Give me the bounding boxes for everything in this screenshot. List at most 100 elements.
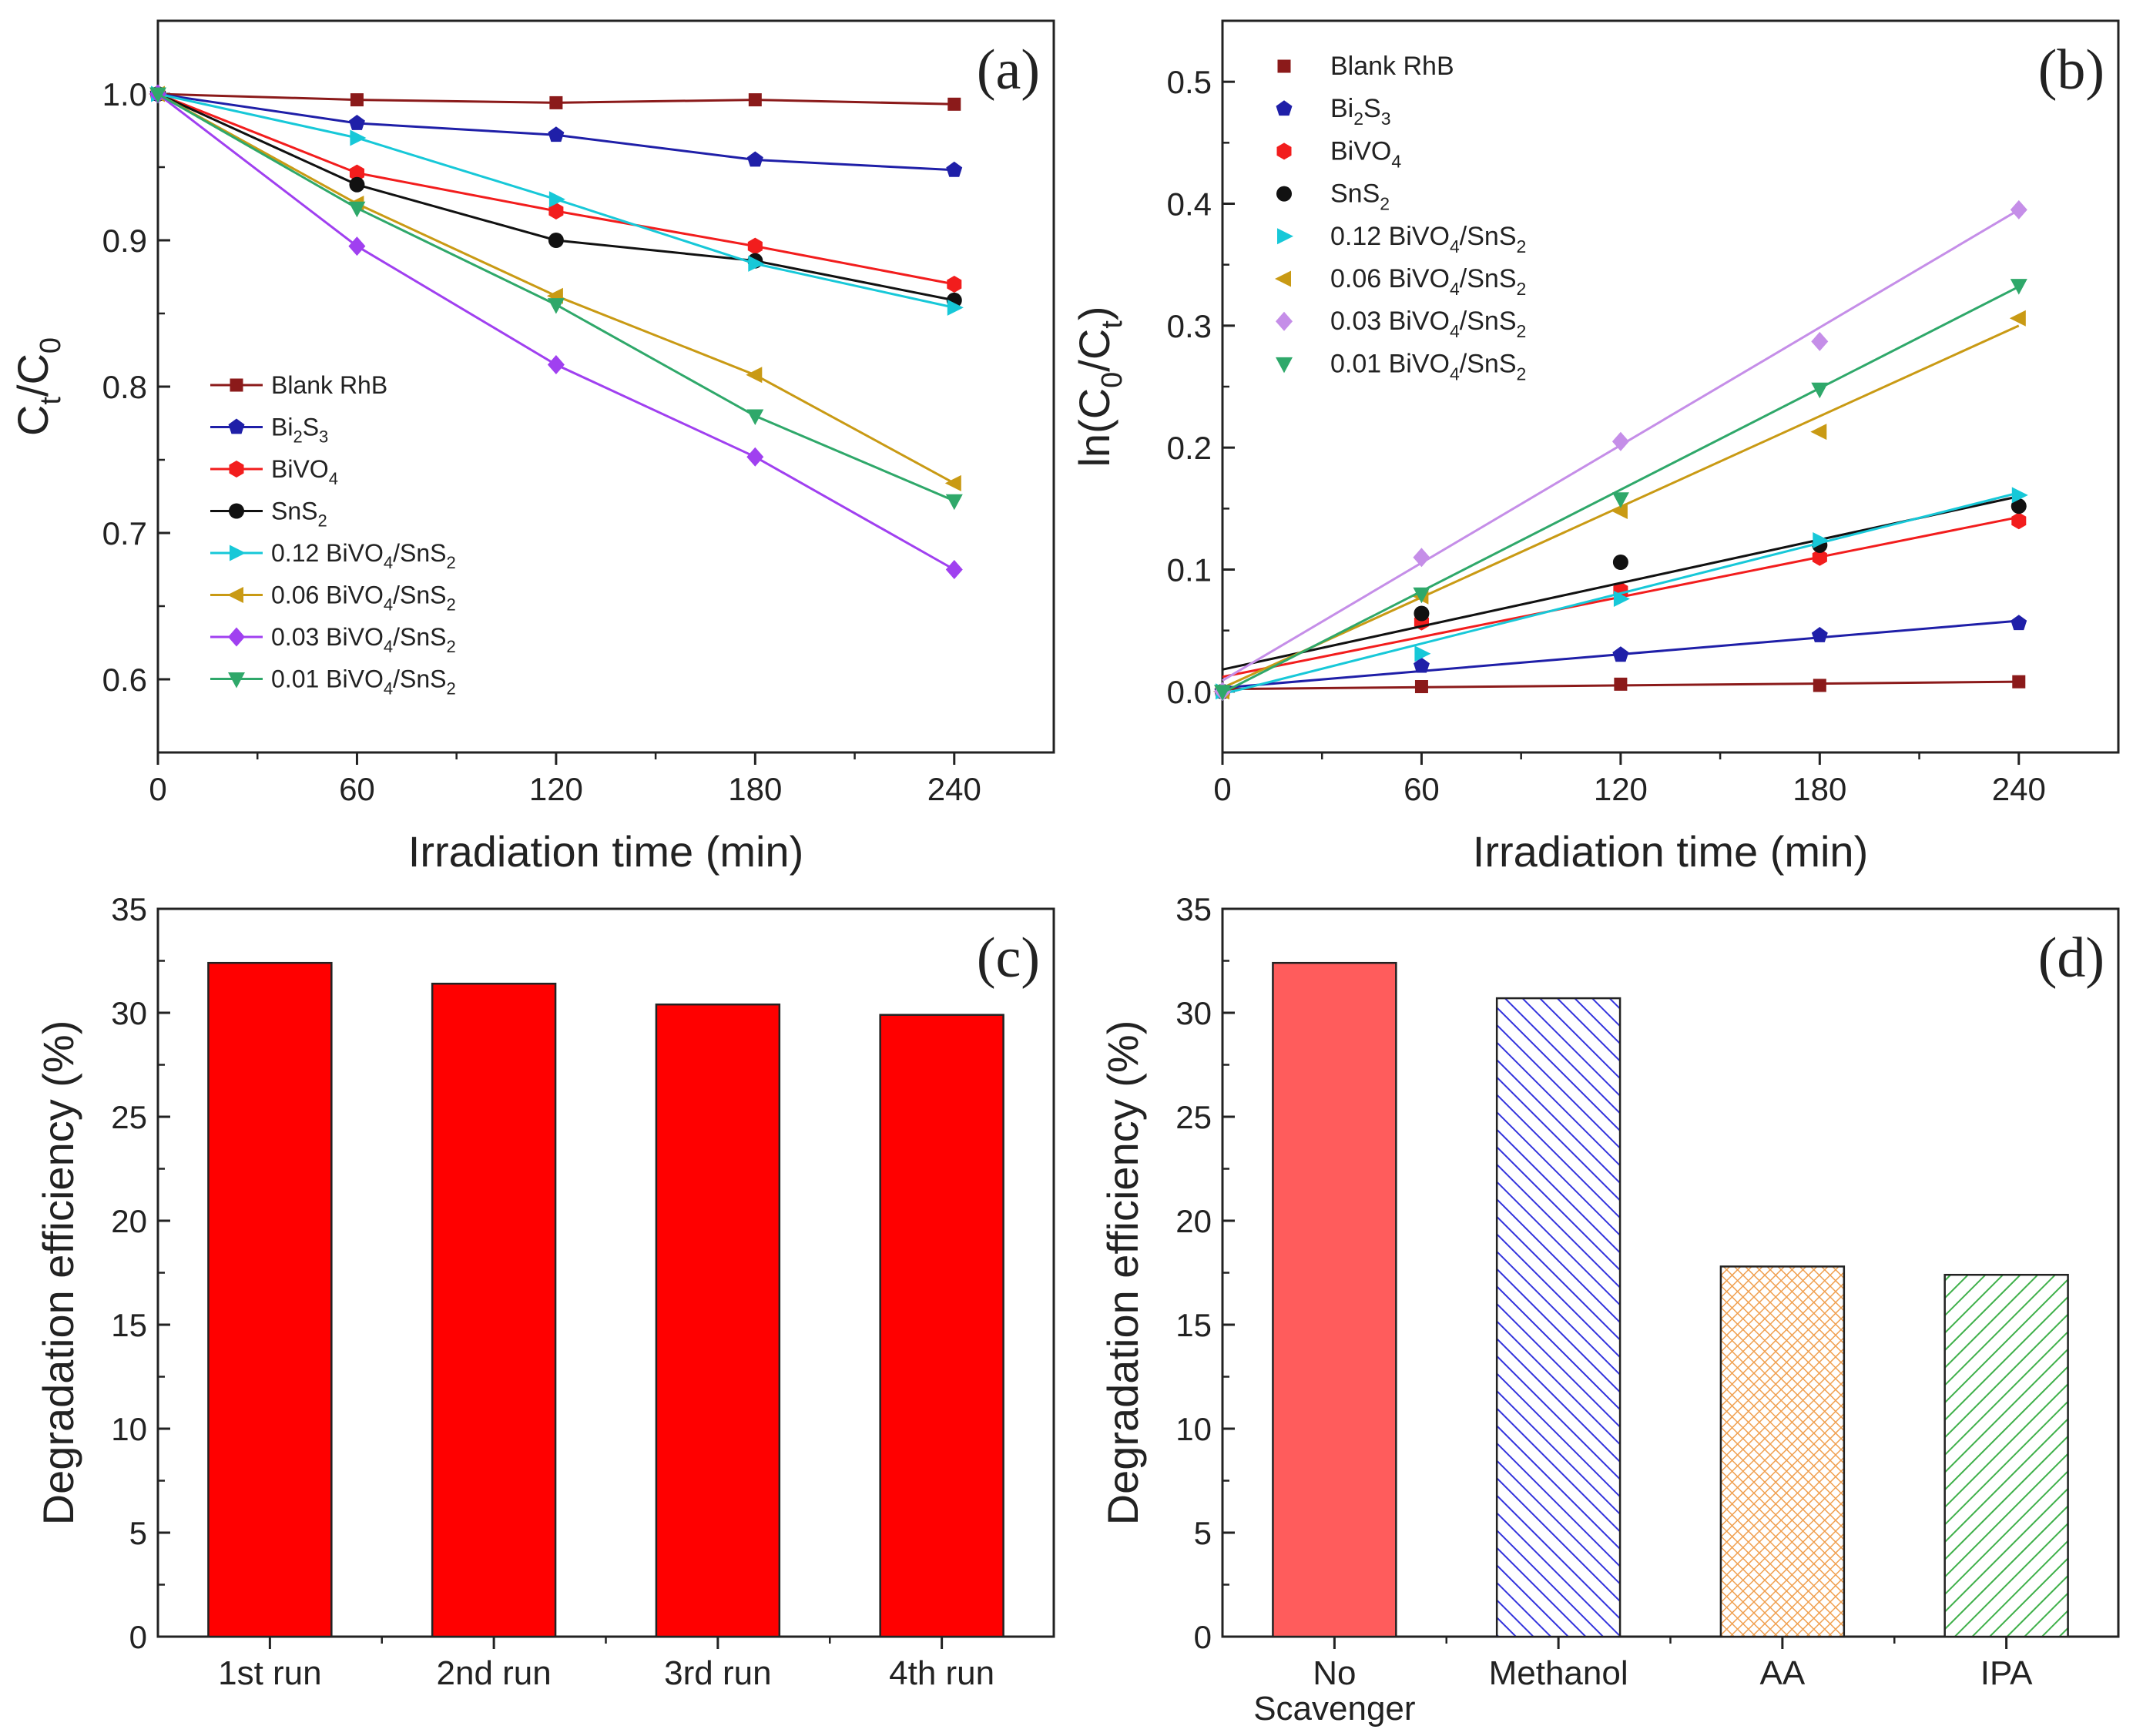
y-tick-label: 0 — [129, 1619, 147, 1655]
y-axis-title: Degradation efficiency (%) — [34, 1020, 82, 1526]
legend-label-part: Blank RhB — [1330, 52, 1454, 81]
legend-label-part: S — [303, 414, 319, 441]
legend-label: 0.12 BiVO4/SnS2 — [271, 539, 456, 572]
data-point — [548, 191, 565, 208]
legend-label-part: /SnS — [393, 623, 446, 651]
y-tick-label: 0.3 — [1167, 308, 1212, 344]
bar — [655, 1003, 781, 1638]
legend-label-part: 2 — [446, 553, 455, 572]
legend-label-part: 4 — [384, 553, 393, 572]
y-axis-title-part: /C — [8, 354, 57, 397]
data-point — [2011, 512, 2027, 530]
legend-label-part: 0.01 BiVO — [1330, 349, 1450, 378]
x-tick-label: 240 — [1992, 771, 2046, 807]
series-7 — [149, 87, 963, 511]
data-point — [1611, 492, 1629, 508]
y-tick-label: 0.5 — [1167, 64, 1212, 100]
y-tick-label: 15 — [1175, 1307, 1212, 1343]
legend-label-part: BiVO — [1330, 136, 1391, 166]
legend-label-part: 2 — [1517, 279, 1527, 299]
legend-label-part: SnS — [1330, 179, 1380, 209]
legend-entry: 0.03 BiVO4/SnS2 — [210, 623, 456, 656]
legend-label: BiVO4 — [1330, 136, 1401, 171]
y-tick-label: 0.2 — [1167, 430, 1212, 466]
y-axis-title-part: t — [1096, 320, 1129, 329]
legend-entry: Bi2S3 — [210, 414, 328, 447]
legend-label-part: 4 — [384, 637, 393, 656]
legend-label-part: 0.12 BiVO — [271, 539, 384, 567]
legend-label-part: SnS — [271, 498, 317, 525]
data-point — [349, 164, 364, 182]
legend-entry: 0.12 BiVO4/SnS2 — [1277, 222, 1526, 256]
data-point — [1614, 677, 1628, 691]
legend-label-part: 0.06 BiVO — [271, 581, 384, 609]
legend-marker — [1276, 186, 1292, 202]
data-point — [1613, 591, 1630, 607]
data-point — [947, 299, 964, 316]
x-tick-label: Methanol — [1489, 1654, 1628, 1692]
legend-marker — [228, 418, 245, 434]
legend-entry: 0.01 BiVO4/SnS2 — [1276, 349, 1526, 384]
data-point — [947, 97, 961, 111]
legend-label-part: /SnS — [1460, 349, 1517, 378]
data-point — [1414, 680, 1428, 693]
x-tick-label: 4th run — [889, 1654, 994, 1692]
legend-label-part: 2 — [1517, 236, 1527, 256]
series-line — [157, 92, 955, 286]
x-tick-label: 120 — [529, 771, 583, 807]
bar — [1719, 1265, 1846, 1638]
y-tick-label: 0.6 — [102, 662, 147, 698]
data-point — [548, 126, 565, 142]
data-point — [746, 409, 764, 425]
x-tick-label: 2nd run — [437, 1654, 552, 1692]
y-axis-title-part: ) — [1070, 306, 1118, 320]
y-tick-label: 0.9 — [102, 223, 147, 259]
data-point — [2010, 199, 2027, 220]
y-axis-title: Ct/C0 — [8, 337, 67, 436]
y-tick-label: 25 — [111, 1099, 147, 1135]
data-point — [947, 276, 962, 293]
data-point — [1413, 587, 1430, 604]
legend-entry: BiVO4 — [1276, 136, 1401, 171]
series-4 — [151, 85, 964, 316]
legend-marker — [1277, 59, 1291, 73]
data-point — [1810, 424, 1827, 441]
legend-marker — [229, 503, 244, 519]
data-point — [548, 203, 564, 220]
legend-label-part: 0.01 BiVO — [271, 665, 384, 693]
y-tick-label: 5 — [129, 1515, 147, 1551]
panel-label: (a) — [977, 39, 1040, 102]
legend-entry: Blank RhB — [1277, 52, 1454, 81]
data-point — [746, 151, 763, 167]
legend-marker — [1277, 228, 1293, 245]
y-tick-label: 20 — [1175, 1203, 1212, 1239]
bar — [1495, 997, 1622, 1638]
legend-label-part: 3 — [319, 427, 328, 447]
legend-label: 0.06 BiVO4/SnS2 — [1330, 264, 1526, 299]
panel-a-chart: (a)0.60.70.80.91.00 60 120 180 240Irradiatio… — [8, 19, 1055, 876]
data-point — [348, 236, 366, 256]
data-point — [1611, 431, 1629, 451]
legend-label-part: 2 — [1517, 364, 1527, 384]
series-0 — [151, 87, 961, 111]
legend-label-part: 4 — [384, 595, 393, 615]
legend-marker — [1276, 142, 1292, 160]
legend-label-part: 2 — [1517, 321, 1527, 341]
data-point — [350, 129, 367, 146]
x-axis-title: Irradiation time (min) — [1473, 827, 1868, 876]
data-point — [1214, 685, 1231, 701]
data-point — [548, 233, 564, 248]
data-point — [2012, 675, 2026, 689]
x-tick-label: 0 — [1213, 771, 1231, 807]
y-tick-label: 15 — [111, 1307, 147, 1343]
fit-line — [1222, 491, 2020, 695]
legend-label: 0.12 BiVO4/SnS2 — [1330, 222, 1526, 256]
legend-label: SnS2 — [271, 498, 327, 531]
legend-label-part: 4 — [1450, 321, 1460, 341]
legend-label-part: /SnS — [1460, 264, 1517, 293]
y-tick-label: 20 — [111, 1203, 147, 1239]
legend-label-part: 4 — [1450, 236, 1460, 256]
y-tick-label: 10 — [111, 1411, 147, 1447]
legend-label-part: 0.03 BiVO — [1330, 307, 1450, 336]
legend-label-part: 2 — [446, 679, 455, 699]
